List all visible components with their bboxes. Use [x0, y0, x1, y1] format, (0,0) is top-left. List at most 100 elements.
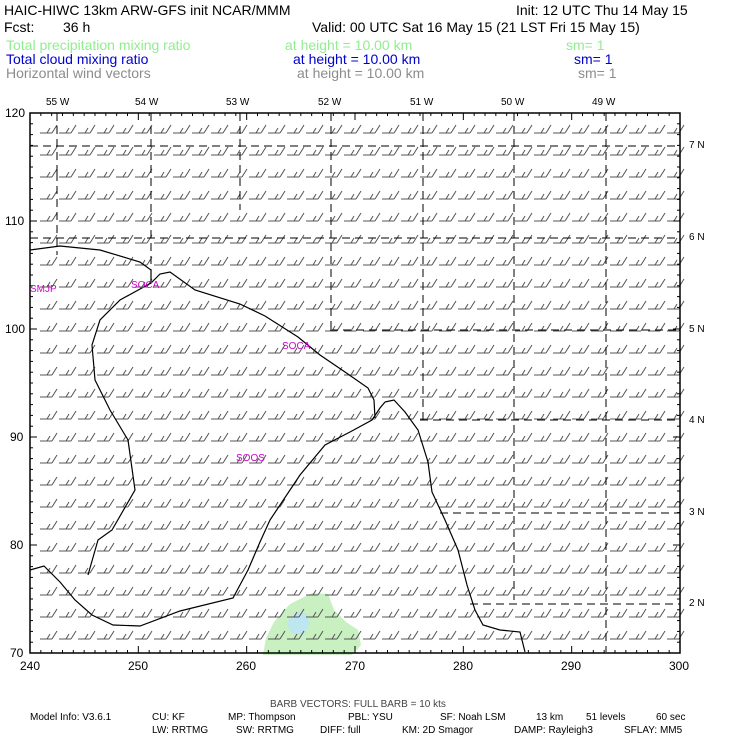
wind-barb — [477, 564, 495, 574]
border-west — [29, 401, 386, 627]
wind-barb — [496, 168, 514, 178]
wind-barb — [420, 300, 438, 310]
wind-barb — [496, 366, 514, 376]
wind-barb — [667, 366, 685, 376]
wind-barb — [230, 278, 248, 288]
wind-barb — [458, 564, 476, 574]
wind-barb — [249, 124, 267, 134]
wind-barb — [458, 300, 476, 310]
wind-barb — [515, 410, 533, 420]
wind-barb — [496, 454, 514, 464]
wind-barb — [211, 388, 229, 398]
wind-barb — [211, 410, 229, 420]
wind-barb — [496, 388, 514, 398]
wind-barb — [173, 454, 191, 464]
x-tick-label: 260 — [236, 659, 257, 673]
wind-barb — [363, 520, 381, 530]
wind-barb — [439, 344, 457, 354]
wind-barb — [287, 168, 305, 178]
wind-barb — [667, 256, 685, 266]
wind-barb — [211, 586, 229, 596]
wind-barb — [515, 432, 533, 442]
wind-barb — [648, 366, 666, 376]
wind-barb — [515, 300, 533, 310]
wind-barb — [401, 630, 419, 640]
wind-barb — [629, 630, 647, 640]
wind-barb — [572, 124, 590, 134]
wind-barb — [268, 432, 286, 442]
wind-barb — [78, 476, 96, 486]
wind-barb — [116, 564, 134, 574]
wind-barb — [553, 146, 571, 156]
wind-barb — [306, 322, 324, 332]
wind-barb — [344, 190, 362, 200]
x-tick-label: 290 — [561, 659, 582, 673]
wind-barb — [287, 608, 305, 618]
wind-barb — [192, 300, 210, 310]
wind-barb — [135, 190, 153, 200]
wind-barb — [192, 256, 210, 266]
wind-barb — [496, 234, 514, 244]
wind-barb — [515, 542, 533, 552]
wind-barb — [401, 498, 419, 508]
wind-barb — [667, 168, 685, 178]
wind-barb — [591, 278, 609, 288]
wind-barb — [553, 564, 571, 574]
wind-barb — [458, 586, 476, 596]
wind-barb — [572, 300, 590, 310]
wind-barb — [78, 586, 96, 596]
wind-barb — [97, 476, 115, 486]
wind-barb — [363, 366, 381, 376]
wind-barb — [287, 542, 305, 552]
y-tick-label: 100 — [5, 322, 26, 336]
model-diff: DIFF: full — [320, 725, 361, 736]
wind-barb — [648, 564, 666, 574]
wind-barb — [78, 564, 96, 574]
wind-barb — [230, 542, 248, 552]
field-name-cloud: Total cloud mixing ratio — [6, 51, 149, 67]
wind-barb — [306, 476, 324, 486]
wind-barb — [97, 212, 115, 222]
wind-barb — [515, 564, 533, 574]
wind-barb — [363, 630, 381, 640]
wind-barb — [135, 564, 153, 574]
wind-barb — [629, 146, 647, 156]
wind-barb — [439, 608, 457, 618]
wind-barb — [192, 234, 210, 244]
wind-barb — [268, 410, 286, 420]
wind-barb — [382, 278, 400, 288]
wind-barb — [59, 454, 77, 464]
wind-barb — [401, 366, 419, 376]
wind-barb — [268, 300, 286, 310]
wind-barb — [116, 586, 134, 596]
wind-barb — [477, 542, 495, 552]
wind-barb — [610, 190, 628, 200]
wind-barb — [382, 564, 400, 574]
wind-barb — [591, 432, 609, 442]
wind-barb — [667, 454, 685, 464]
wind-barb — [135, 498, 153, 508]
wind-barb — [629, 498, 647, 508]
wind-barb — [458, 498, 476, 508]
wind-barb — [287, 586, 305, 596]
wind-barb — [515, 388, 533, 398]
wind-barb — [477, 190, 495, 200]
wind-barb — [401, 168, 419, 178]
wind-barb — [211, 124, 229, 134]
wind-barb — [249, 476, 267, 486]
wind-barb — [553, 256, 571, 266]
wind-barb — [40, 586, 58, 596]
wind-barb — [458, 256, 476, 266]
wind-barb — [572, 520, 590, 530]
wind-barb — [325, 498, 343, 508]
y-tick-label: 110 — [5, 214, 25, 228]
wind-barb — [458, 608, 476, 618]
wind-barb — [40, 256, 58, 266]
wind-barb — [249, 322, 267, 332]
wind-barb — [591, 542, 609, 552]
wind-barb — [249, 454, 267, 464]
wind-barb — [192, 278, 210, 288]
wind-barb — [591, 146, 609, 156]
wind-barb — [553, 366, 571, 376]
barb-note: BARB VECTORS: FULL BARB = 10 kts — [270, 699, 446, 710]
